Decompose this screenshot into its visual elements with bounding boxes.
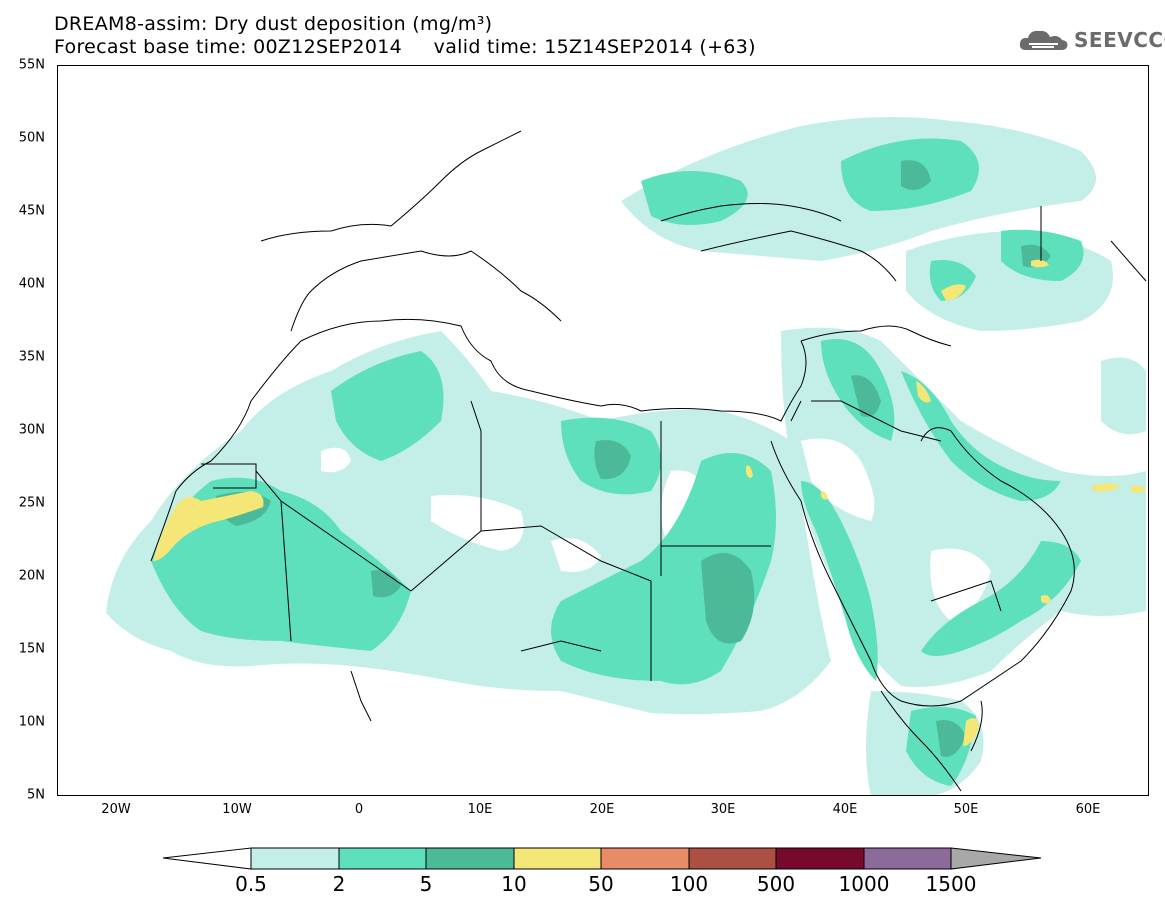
colorbar-swatch xyxy=(425,847,515,870)
lon-label: 10E xyxy=(467,802,493,817)
country-borders xyxy=(150,130,1147,792)
colorbar-swatch xyxy=(863,847,952,870)
colorbar-label: 2 xyxy=(332,872,346,896)
lat-label: 20N xyxy=(18,568,45,584)
colorbar-swatch xyxy=(688,847,777,870)
lon-label: 60E xyxy=(1075,802,1101,817)
lon-label: 40E xyxy=(832,802,858,817)
colorbar-label: 5 xyxy=(419,872,433,896)
dust-fields xyxy=(106,117,1146,795)
cloud-icon xyxy=(1019,30,1068,50)
colorbar-swatch xyxy=(600,847,690,870)
lon-label: 0 xyxy=(354,802,364,817)
lat-label: 40N xyxy=(18,276,45,292)
colorbar-label: 0.5 xyxy=(235,872,267,896)
colorbar-label: 100 xyxy=(669,872,709,896)
lon-label: 20W xyxy=(101,802,131,817)
colorbar-swatch xyxy=(775,847,865,870)
lon-label: 20E xyxy=(589,802,615,817)
lat-label: 10N xyxy=(18,714,45,730)
lat-label: 5N xyxy=(27,787,45,803)
colorbar-swatch xyxy=(513,847,602,870)
lat-label: 35N xyxy=(18,349,45,365)
lat-label: 50N xyxy=(18,130,45,146)
lat-label: 55N xyxy=(18,57,45,73)
lat-label: 45N xyxy=(18,203,45,219)
colorbar-label: 10 xyxy=(501,872,527,896)
colorbar-swatch xyxy=(338,847,427,870)
dust-deposition-map xyxy=(106,117,1147,795)
logo-text: SEEVCCC xyxy=(1074,28,1165,52)
seevccc-logo: SEEVCCC xyxy=(1018,26,1165,54)
forecast-time-line: Forecast base time: 00Z12SEP2014 valid t… xyxy=(54,36,756,58)
colorbar-label: 1500 xyxy=(925,872,977,896)
colorbar-low-arrow xyxy=(163,847,252,870)
lon-label: 10W xyxy=(222,802,252,817)
colorbar xyxy=(163,847,1042,870)
colorbar-label: 500 xyxy=(756,872,796,896)
colorbar-label: 50 xyxy=(588,872,614,896)
colorbar-swatch xyxy=(250,847,340,870)
colorbar-label: 1000 xyxy=(838,872,890,896)
colorbar-high-arrow xyxy=(950,847,1042,870)
lon-label: 30E xyxy=(710,802,736,817)
lon-label: 50E xyxy=(953,802,979,817)
map-title: DREAM8-assim: Dry dust deposition (mg/m³… xyxy=(54,13,493,35)
map-panel xyxy=(57,65,1149,796)
lat-label: 15N xyxy=(18,641,45,657)
lat-label: 30N xyxy=(18,422,45,438)
lat-label: 25N xyxy=(18,495,45,511)
